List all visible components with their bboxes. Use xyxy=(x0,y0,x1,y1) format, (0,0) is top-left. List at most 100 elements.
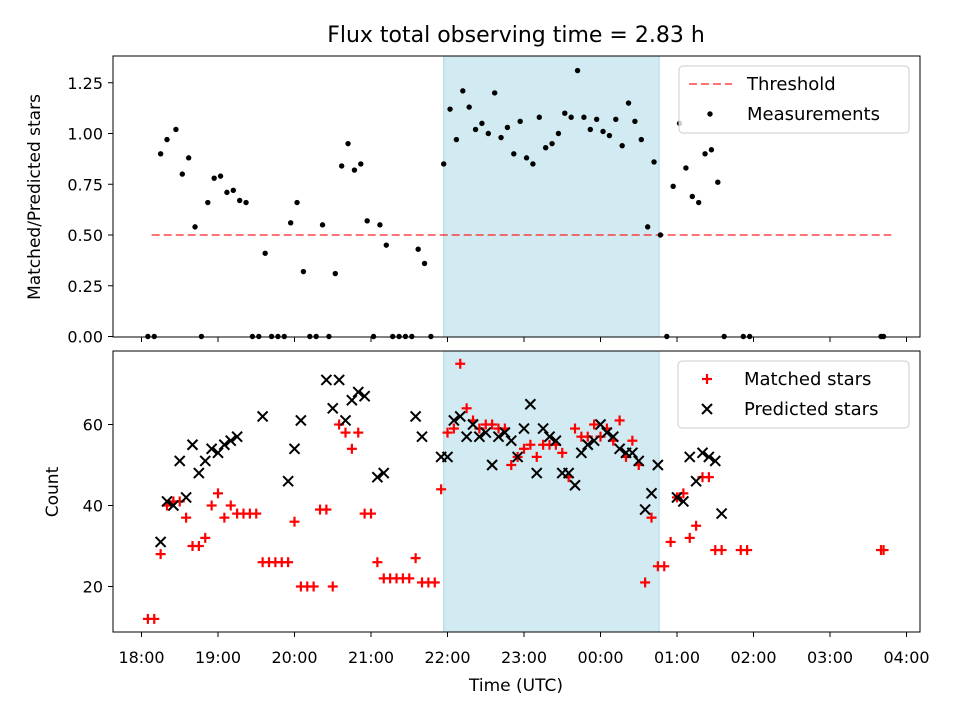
measurement-point xyxy=(536,114,542,120)
count-panel-frame xyxy=(112,350,921,633)
cross-stroke-b xyxy=(594,418,607,431)
measurement-point xyxy=(217,173,224,179)
predicted-star-point xyxy=(639,503,651,516)
predicted-star-point xyxy=(480,426,492,439)
measurement-point xyxy=(211,175,217,181)
cross-stroke-b xyxy=(569,479,581,491)
matched-star-point xyxy=(206,500,217,511)
matched-star-point xyxy=(703,472,714,483)
predicted-star-point xyxy=(511,451,524,463)
predicted-star-point xyxy=(562,467,575,479)
measurement-point xyxy=(287,220,294,226)
matched-star-point xyxy=(531,451,542,462)
measurement-point xyxy=(294,199,300,206)
matched-star-point xyxy=(283,557,294,568)
count-legend-box xyxy=(677,360,910,429)
matched-star-point xyxy=(646,512,657,523)
count-x-tick-label: 18:00 xyxy=(118,648,164,667)
cross-stroke-b xyxy=(167,499,180,512)
cross-stroke-b xyxy=(333,374,345,386)
predicted-star-point xyxy=(684,451,696,463)
cross-stroke-b xyxy=(499,426,511,439)
matched-star-point xyxy=(321,504,332,515)
matched-star-point xyxy=(487,419,498,430)
measurement-point xyxy=(606,132,613,139)
cross-stroke-b xyxy=(154,536,167,548)
measurement-point xyxy=(460,88,466,94)
measurement-point xyxy=(587,126,593,133)
matched-star-point xyxy=(461,403,472,414)
measurement-point xyxy=(383,242,389,248)
measurement-point xyxy=(338,163,345,169)
measurement-point xyxy=(243,199,249,206)
measurement-point xyxy=(715,179,721,185)
count-x-axis-label: Time (UTC) xyxy=(468,676,563,696)
count-x-tick-label: 23:00 xyxy=(501,648,547,667)
predicted-star-point xyxy=(531,467,543,479)
cross-stroke-b xyxy=(633,455,645,467)
predicted-star-point xyxy=(518,422,530,435)
predicted-star-point xyxy=(352,386,364,398)
cross-stroke-b xyxy=(486,459,498,471)
predicted-star-point xyxy=(441,451,454,463)
count-x-tick-label: 01:00 xyxy=(654,648,700,667)
predicted-star-point xyxy=(486,459,498,471)
matched-star-point xyxy=(665,536,676,547)
cross-stroke-b xyxy=(601,426,613,439)
measurement-point xyxy=(440,161,447,167)
predicted-star-point xyxy=(601,426,613,439)
count-y-tick-label: 40 xyxy=(83,497,103,516)
matched-star-point xyxy=(589,419,600,430)
cross-stroke-b xyxy=(352,386,364,398)
predicted-star-point xyxy=(371,471,384,483)
predicted-star-point xyxy=(499,426,511,439)
measurement-point xyxy=(581,114,587,120)
matched-star-point xyxy=(308,581,319,592)
cross-stroke-b xyxy=(690,475,702,487)
count-x-tick-label: 00:00 xyxy=(577,648,623,667)
predicted-star-point xyxy=(358,390,371,402)
count-legend-matched-marker xyxy=(702,374,712,384)
cross-stroke-b xyxy=(709,455,721,467)
ratio-legend-box xyxy=(678,65,910,134)
matched-star-point xyxy=(289,516,300,527)
predicted-star-point xyxy=(378,467,390,479)
cross-stroke-b xyxy=(371,471,384,483)
cross-stroke-b xyxy=(448,414,460,427)
measurement-point xyxy=(415,246,421,252)
chart-title: Flux total observing time = 2.83 h xyxy=(327,23,705,48)
predicted-star-point xyxy=(505,434,517,447)
matched-star-point xyxy=(506,460,517,470)
matched-star-point xyxy=(659,561,670,572)
measurement-point xyxy=(670,183,676,189)
cross-stroke-b xyxy=(454,410,466,423)
measurement-point xyxy=(511,151,517,157)
predicted-star-point xyxy=(174,455,186,467)
matched-star-point xyxy=(570,423,580,434)
measurement-point xyxy=(472,126,479,133)
count-panel-shaded-region xyxy=(443,350,660,633)
cross-stroke-b xyxy=(441,451,454,463)
predicted-star-point xyxy=(677,495,690,508)
predicted-star-point xyxy=(550,434,562,447)
measurement-point xyxy=(504,124,511,131)
matched-star-point xyxy=(436,484,447,495)
matched-star-point xyxy=(429,577,440,588)
cross-stroke-b xyxy=(607,430,619,443)
predicted-star-point xyxy=(524,398,537,410)
matched-star-point xyxy=(640,577,651,588)
measurement-point xyxy=(358,161,364,167)
count-x-tick-label: 22:00 xyxy=(424,648,470,667)
matched-star-point xyxy=(327,581,338,592)
count-panel: 20 40 60 18:00 19:00 20:00 21:00 22:00 23:00 00:… xyxy=(43,350,930,696)
cross-stroke-b xyxy=(703,451,715,463)
cross-stroke-b xyxy=(218,439,231,451)
measurement-point xyxy=(542,145,549,151)
predicted-star-point xyxy=(645,487,658,500)
cross-stroke-b xyxy=(562,467,575,479)
measurement-point xyxy=(157,151,164,157)
matched-star-point xyxy=(410,553,421,564)
matched-star-point xyxy=(219,512,230,523)
cross-stroke-b xyxy=(505,434,517,447)
count-y-tick-label: 60 xyxy=(83,416,103,435)
